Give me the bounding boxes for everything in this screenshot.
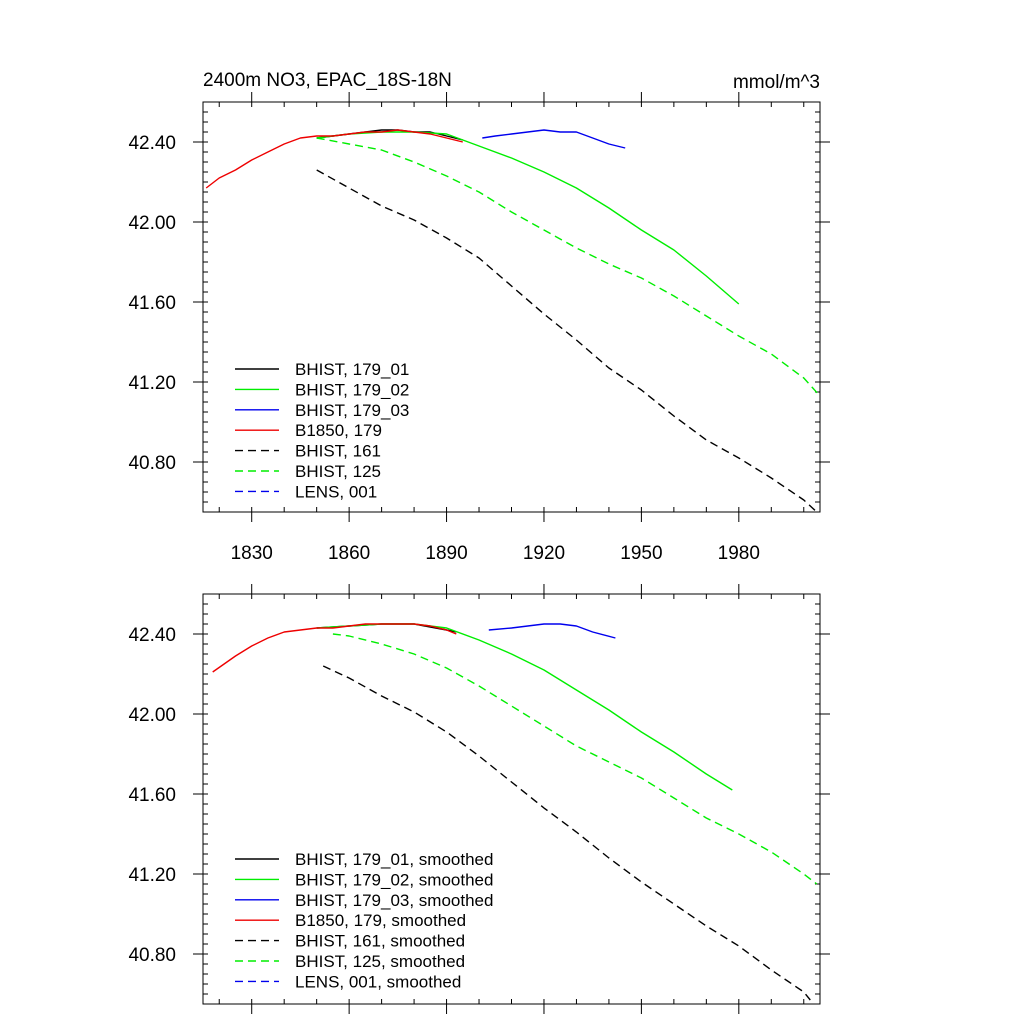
y-tick-label: 40.80: [128, 453, 176, 474]
legend-label: LENS, 001: [295, 482, 377, 501]
legend-label: BHIST, 179_02, smoothed: [295, 870, 493, 889]
chart-title: 2400m NO3, EPAC_18S-18N: [203, 70, 452, 91]
y-tick-label: 42.40: [128, 133, 176, 154]
y-tick-label: 42.40: [128, 625, 176, 646]
series-line-2: [316, 131, 740, 305]
x-tick-label: 1830: [231, 543, 273, 564]
x-tick-label: 1890: [425, 543, 467, 564]
legend-label: BHIST, 179_01, smoothed: [295, 850, 493, 869]
y-tick-label: 41.20: [128, 865, 176, 886]
series-line-4: [212, 623, 457, 673]
legend-label: BHIST, 179_03, smoothed: [295, 891, 493, 910]
legend-label: BHIST, 179_02: [295, 380, 409, 399]
series-line-5: [322, 665, 811, 1001]
series-line-5: [316, 169, 818, 513]
legend-label: BHIST, 161, smoothed: [295, 932, 465, 951]
x-tick-label: 1860: [328, 543, 370, 564]
legend-label: BHIST, 161: [295, 442, 381, 461]
y-tick-label: 40.80: [128, 945, 176, 966]
x-tick-label: 1920: [523, 543, 565, 564]
legend-label: LENS, 001, smoothed: [295, 972, 461, 991]
y-tick-label: 41.60: [128, 293, 176, 314]
x-tick-label: 1950: [620, 543, 662, 564]
legend-label: BHIST, 125: [295, 462, 381, 481]
legend-label: B1850, 179: [295, 421, 382, 440]
series-line-6: [316, 137, 821, 397]
legend-label: B1850, 179, smoothed: [295, 911, 466, 930]
legend-label: BHIST, 179_01: [295, 360, 409, 379]
series-line-2: [316, 623, 733, 791]
y-tick-label: 42.00: [128, 213, 176, 234]
x-tick-label: 1980: [718, 543, 760, 564]
series-line-3: [488, 623, 616, 639]
y-tick-label: 41.60: [128, 785, 176, 806]
series-line-4: [205, 129, 463, 189]
y-tick-label: 42.00: [128, 705, 176, 726]
y-tick-label: 41.20: [128, 373, 176, 394]
chart-panel-1: 40.80 41.20 41.60 42.00 42.40 1830 1860 1890 192…: [128, 70, 830, 564]
chart-panel-2: 40.80 41.20 41.60 42.00 42.40 BHIST, 179_01, …: [128, 584, 830, 1014]
series-line-6: [332, 633, 818, 885]
legend-label: BHIST, 179_03: [295, 401, 409, 420]
legend-label: BHIST, 125, smoothed: [295, 952, 465, 971]
series-line-3: [482, 129, 626, 149]
units-label: mmol/m^3: [733, 72, 820, 93]
